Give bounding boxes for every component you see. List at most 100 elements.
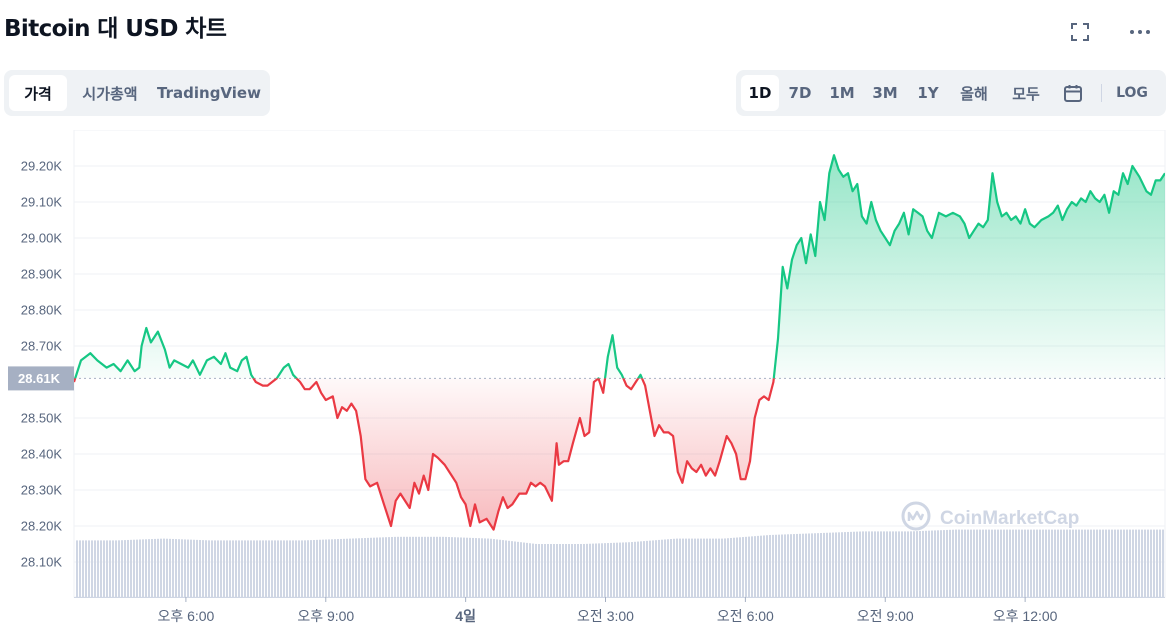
volume-bar: [775, 534, 777, 597]
volume-bars: [76, 529, 1164, 597]
volume-bar: [391, 536, 393, 597]
volume-bar: [748, 536, 750, 597]
volume-bar: [901, 531, 903, 597]
volume-bar: [316, 539, 318, 597]
volume-bar: [301, 540, 303, 597]
volume-bar: [124, 540, 126, 597]
volume-bar: [409, 536, 411, 597]
y-axis: 29.20K 29.10K 29.00K 28.90K 28.80K 28.70K 28.5…: [21, 159, 63, 570]
more-options-button[interactable]: [1124, 16, 1156, 48]
volume-bar: [868, 531, 870, 597]
volume-bar: [253, 540, 255, 597]
volume-bar: [850, 531, 852, 597]
tab-price[interactable]: 가격: [9, 75, 67, 111]
volume-bar: [643, 541, 645, 597]
tab-range-ytd[interactable]: 올해: [960, 84, 988, 103]
volume-bar: [1054, 529, 1056, 597]
volume-bar: [355, 538, 357, 597]
volume-bar: [568, 544, 570, 597]
volume-bar: [544, 544, 546, 597]
volume-bar: [892, 531, 894, 597]
volume-bar: [739, 537, 741, 597]
tab-range-3m[interactable]: 3M: [872, 84, 898, 102]
volume-bar: [646, 540, 648, 597]
volume-bar: [118, 540, 120, 597]
volume-bar: [1114, 529, 1116, 597]
volume-bar: [76, 540, 78, 597]
volume-bar: [1105, 529, 1107, 597]
x-tick-label: 오전 9:00: [857, 608, 914, 624]
volume-bar: [661, 539, 663, 597]
tab-range-all[interactable]: 모두: [1012, 84, 1040, 103]
volume-bar: [946, 529, 948, 597]
volume-bar: [667, 539, 669, 597]
volume-bar: [412, 536, 414, 597]
x-tick-label: 오후 9:00: [297, 608, 354, 624]
volume-bar: [442, 536, 444, 597]
volume-bar: [697, 538, 699, 597]
volume-bar: [1018, 529, 1020, 597]
volume-bar: [136, 539, 138, 597]
volume-bar: [931, 530, 933, 597]
range-tab-group: 1D 7D 1M 3M 1Y 올해 모두 LOG: [736, 70, 1166, 116]
volume-bar: [427, 536, 429, 597]
volume-bar: [832, 532, 834, 597]
volume-bar: [958, 529, 960, 597]
range-divider: [1101, 84, 1102, 102]
volume-bar: [877, 531, 879, 597]
volume-bar: [595, 543, 597, 597]
volume-bar: [766, 535, 768, 597]
volume-bar: [367, 537, 369, 597]
calendar-button[interactable]: [1053, 75, 1093, 111]
tab-range-1m[interactable]: 1M: [829, 84, 855, 102]
volume-bar: [370, 537, 372, 597]
y-tick-label: 28.80K: [21, 303, 63, 318]
volume-bar: [157, 538, 159, 597]
volume-bar: [934, 530, 936, 597]
volume-bar: [487, 538, 489, 597]
tab-range-7d[interactable]: 7D: [788, 84, 812, 102]
volume-bar: [679, 538, 681, 597]
volume-bar: [217, 540, 219, 597]
volume-bar: [421, 536, 423, 597]
volume-bar: [256, 540, 258, 597]
volume-bar: [250, 540, 252, 597]
log-scale-toggle[interactable]: LOG: [1116, 85, 1148, 101]
volume-bar: [1102, 529, 1104, 597]
tab-tradingview[interactable]: TradingView: [157, 84, 261, 102]
volume-bar: [910, 531, 912, 597]
volume-bar: [793, 534, 795, 597]
volume-bar: [997, 529, 999, 597]
volume-bar: [160, 538, 162, 597]
volume-bar: [298, 540, 300, 597]
volume-bar: [826, 532, 828, 597]
volume-bar: [913, 531, 915, 597]
volume-bar: [730, 537, 732, 597]
volume-bar: [787, 534, 789, 597]
volume-bar: [397, 536, 399, 597]
volume-bar: [970, 529, 972, 597]
tab-range-1y[interactable]: 1Y: [917, 84, 939, 102]
price-chart[interactable]: CoinMarketCap 29.20K 29.10K 29.00K 28.90K 28…: [0, 129, 1174, 631]
volume-bar: [880, 531, 882, 597]
volume-bar: [1021, 529, 1023, 597]
volume-bar: [916, 531, 918, 597]
tab-range-1d[interactable]: 1D: [741, 75, 779, 111]
volume-bar: [94, 540, 96, 597]
tab-market-cap[interactable]: 시가총액: [82, 84, 138, 103]
volume-bar: [208, 540, 210, 597]
volume-bar: [304, 540, 306, 597]
volume-bar: [802, 533, 804, 597]
volume-bar: [274, 540, 276, 597]
fullscreen-button[interactable]: [1064, 16, 1096, 48]
volume-bar: [1009, 529, 1011, 597]
volume-bar: [1093, 529, 1095, 597]
volume-bar: [268, 540, 270, 597]
volume-bar: [106, 540, 108, 597]
volume-bar: [163, 538, 165, 597]
volume-bar: [994, 529, 996, 597]
volume-bar: [865, 531, 867, 597]
volume-bar: [886, 531, 888, 597]
volume-bar: [142, 539, 144, 597]
volume-bar: [187, 539, 189, 597]
